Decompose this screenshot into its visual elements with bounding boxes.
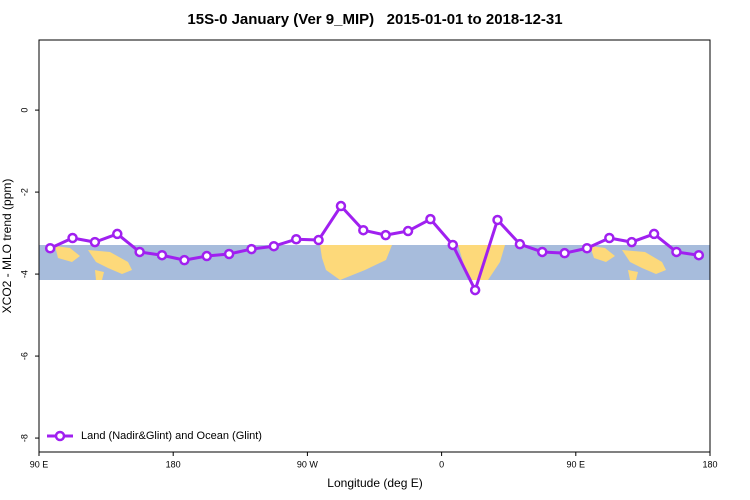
data-point (537, 246, 548, 258)
data-point (358, 224, 369, 236)
data-point (313, 234, 324, 246)
data-point (671, 246, 682, 258)
data-point (693, 249, 705, 261)
data-point (402, 225, 414, 237)
data-point (559, 247, 570, 259)
data-point (89, 236, 101, 248)
y-tick-label: 0 (19, 108, 29, 113)
y-axis-label: XCO2 - MLO trend (ppm) (0, 179, 14, 314)
data-point (268, 240, 280, 252)
data-point (581, 243, 593, 254)
map-band (39, 245, 710, 280)
y-tick-label: -6 (19, 352, 29, 360)
data-point (134, 246, 145, 258)
data-point (469, 284, 481, 296)
x-tick-label: 180 (166, 459, 181, 469)
data-point (492, 214, 503, 226)
x-tick-label: 90 W (297, 459, 319, 469)
data-point (112, 228, 123, 240)
land-shapes (55, 245, 666, 280)
y-tick-label: -2 (19, 188, 29, 196)
data-point (447, 239, 459, 251)
data-point (380, 229, 391, 241)
x-tick-label: 90 E (30, 459, 49, 469)
x-tick-label: 180 (702, 459, 717, 469)
x-tick-label: 0 (439, 459, 444, 469)
y-tick-label: -4 (19, 270, 29, 278)
y-tick-label: -8 (19, 434, 29, 442)
data-point (223, 248, 235, 260)
data-point (425, 213, 436, 225)
legend-label: Land (Nadir&Glint) and Ocean (Glint) (81, 430, 262, 442)
data-point (156, 249, 168, 261)
data-point (179, 254, 190, 266)
data-point (335, 200, 347, 212)
data-point (648, 228, 660, 240)
data-point (626, 236, 637, 248)
x-tick-label: 90 E (567, 459, 586, 469)
x-axis-label: Longitude (deg E) (327, 476, 422, 490)
data-point (67, 232, 78, 244)
plot-frame (38, 39, 711, 453)
data-point (514, 238, 526, 250)
data-point (201, 250, 212, 262)
data-point (246, 243, 257, 255)
data-point (604, 232, 615, 244)
legend-item: Land (Nadir&Glint) and Ocean (Glint) (47, 430, 262, 442)
data-point (290, 233, 302, 245)
chart-title: 15S-0 January (Ver 9_MIP) 2015-01-01 to … (187, 11, 562, 28)
legend-marker (54, 430, 66, 442)
data-point (44, 243, 56, 254)
